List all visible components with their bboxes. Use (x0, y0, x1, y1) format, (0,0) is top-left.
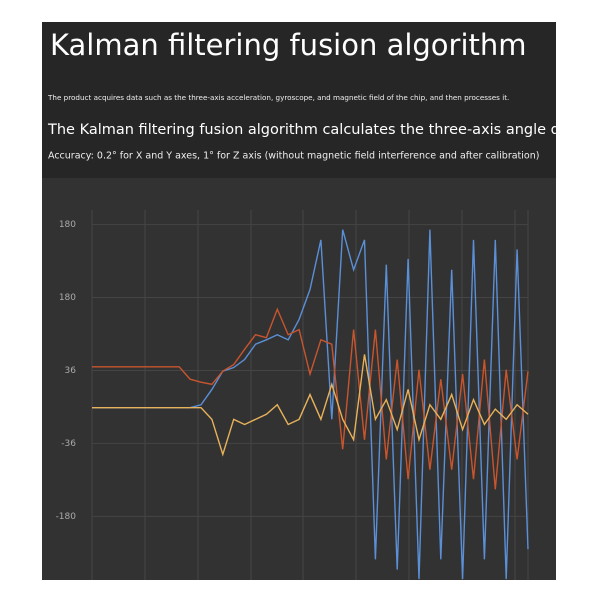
header-panel (42, 22, 556, 178)
title: Kalman filtering fusion algorithm (50, 28, 527, 62)
series-line (92, 307, 529, 490)
y-tick-label: 180 (59, 220, 76, 230)
series-line (92, 354, 529, 457)
y-tick-label: 180 (59, 293, 76, 303)
description: The product acquires data such as the th… (47, 93, 509, 102)
y-tick-label: -36 (61, 439, 76, 449)
accuracy: Accuracy: 0.2° for X and Y axes, 1° for … (48, 151, 539, 162)
headline: The Kalman filtering fusion algorithm ca… (47, 122, 588, 138)
y-tick-label: -180 (56, 512, 77, 522)
y-tick-label: 36 (65, 366, 77, 376)
